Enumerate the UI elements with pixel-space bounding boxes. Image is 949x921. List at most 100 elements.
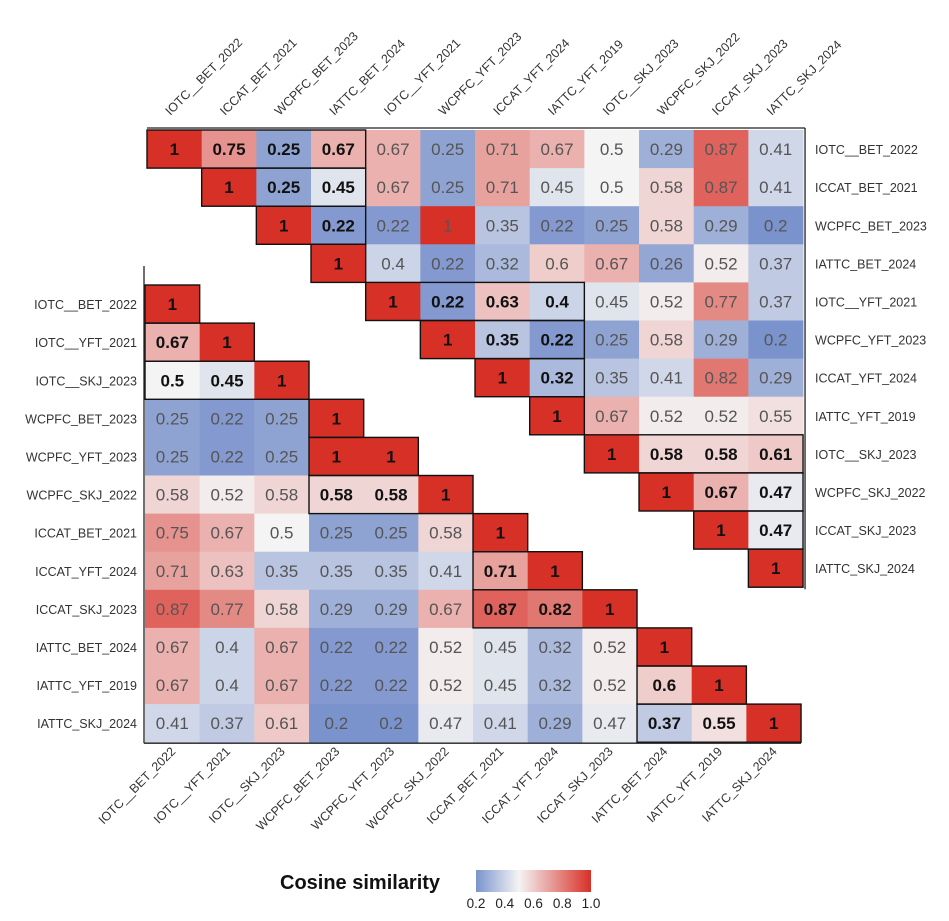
- cell-value: 1: [443, 216, 452, 235]
- heat-cell: [527, 589, 583, 629]
- heat-cell: [748, 244, 804, 283]
- cell-value: 0.67: [156, 333, 189, 352]
- heat-cell: [529, 130, 585, 169]
- cell-value: 0.77: [704, 292, 737, 311]
- heat-cell: [475, 168, 531, 207]
- heat-cell: [365, 282, 421, 321]
- heat-cell: [365, 244, 421, 283]
- cell-value: 0.58: [650, 445, 683, 464]
- heat-cell: [420, 168, 476, 207]
- cell-value: 0.47: [593, 714, 626, 733]
- heat-cell: [145, 513, 201, 553]
- cell-value: 0.58: [265, 600, 298, 619]
- row-label: IATTC_YFT_2019: [36, 679, 137, 693]
- row-label: IOTC__SKJ_2023: [36, 374, 137, 388]
- cell-value: 0.55: [759, 407, 792, 426]
- cell-value: 0.37: [648, 714, 681, 733]
- heat-cell: [584, 206, 640, 245]
- heat-cell: [199, 666, 255, 705]
- heatmap-upper: 1 0.75 0.25 0.67 0.67 0.25 0.71 0.67 0.5 0.29 0.87…: [146, 29, 927, 590]
- highlight-block: [310, 243, 367, 284]
- heat-cell: [418, 704, 474, 743]
- row-label: ICCAT_YFT_2024: [35, 565, 137, 579]
- heat-cell: [147, 130, 203, 169]
- heat-cell: [145, 551, 201, 591]
- cell-value: 0.41: [650, 369, 683, 388]
- cell-value: 0.25: [267, 178, 300, 197]
- heat-cell: [365, 130, 421, 169]
- heat-cell: [418, 513, 474, 553]
- legend-tick-label: 0.2: [467, 896, 486, 911]
- cell-value: 0.29: [374, 600, 407, 619]
- heat-cell: [746, 704, 802, 743]
- cell-value: 0.32: [540, 369, 573, 388]
- heat-cell: [145, 704, 201, 743]
- row-label: IOTC__SKJ_2023: [815, 448, 916, 462]
- heat-cell: [201, 168, 257, 207]
- heat-cell: [691, 704, 747, 743]
- heat-cell: [639, 396, 695, 436]
- heat-cell: [309, 627, 365, 667]
- cell-value: 0.22: [322, 216, 355, 235]
- cell-value: 0.87: [704, 140, 737, 159]
- cell-value: 0.58: [320, 486, 353, 505]
- heat-cell: [420, 206, 476, 245]
- cell-value: 0.71: [484, 562, 517, 581]
- heat-cell: [637, 704, 693, 743]
- heat-cell: [527, 666, 583, 705]
- heat-cell: [363, 513, 419, 553]
- heat-cell: [529, 244, 585, 283]
- cell-value: 0.77: [210, 600, 243, 619]
- heat-cell: [363, 627, 419, 667]
- cell-value: 0.5: [270, 524, 294, 543]
- cell-value: 0.52: [210, 486, 243, 505]
- cell-value: 0.25: [156, 409, 189, 428]
- cell-value: 0.67: [265, 676, 298, 695]
- highlight-block: [472, 589, 638, 629]
- cell-value: 0.35: [486, 216, 519, 235]
- cell-value: 0.63: [210, 562, 243, 581]
- cell-value: 1: [662, 483, 671, 502]
- cell-value: 1: [222, 333, 231, 352]
- cell-value: 0.82: [704, 369, 737, 388]
- cell-value: 0.29: [759, 369, 792, 388]
- heat-cell: [582, 627, 638, 667]
- cell-value: 0.5: [600, 178, 624, 197]
- row-label: IATTC_SKJ_2024: [37, 717, 137, 731]
- heat-cell: [584, 130, 640, 169]
- heat-cell: [584, 396, 640, 436]
- cell-value: 1: [496, 524, 505, 543]
- legend-tick-label: 0.6: [524, 896, 543, 911]
- heat-cell: [420, 130, 476, 169]
- cell-value: 0.41: [429, 562, 462, 581]
- cell-value: 0.26: [650, 254, 683, 273]
- cell-value: 0.45: [595, 292, 628, 311]
- cell-value: 0.67: [540, 140, 573, 159]
- cell-value: 0.67: [429, 600, 462, 619]
- cell-value: 0.61: [759, 445, 792, 464]
- highlight-block: [528, 396, 586, 436]
- heat-cell: [199, 704, 255, 743]
- cell-value: 0.45: [484, 676, 517, 695]
- heat-cell: [693, 320, 749, 359]
- cell-value: 0.71: [486, 178, 519, 197]
- heat-cell: [639, 206, 695, 245]
- cell-value: 0.25: [265, 409, 298, 428]
- heat-cell: [254, 666, 310, 705]
- cell-value: 0.22: [374, 676, 407, 695]
- cell-value: 0.22: [431, 254, 464, 273]
- cell-value: 0.58: [429, 524, 462, 543]
- heat-cell: [748, 549, 804, 588]
- cell-value: 0.58: [704, 445, 737, 464]
- cell-value: 0.67: [376, 140, 409, 159]
- cell-value: 0.55: [702, 714, 735, 733]
- heat-cell: [309, 666, 365, 705]
- heat-cell: [639, 472, 695, 512]
- heat-cell: [418, 475, 474, 514]
- heat-cell: [311, 244, 367, 283]
- cell-value: 0.4: [381, 254, 405, 273]
- heat-cell: [584, 244, 640, 283]
- heat-cell: [473, 627, 529, 667]
- cell-value: 0.52: [429, 638, 462, 657]
- heat-cell: [748, 130, 804, 169]
